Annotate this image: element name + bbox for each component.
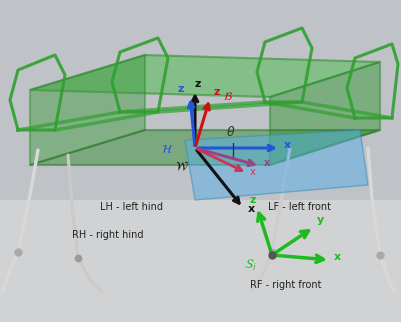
Text: $\mathcal{B}$: $\mathcal{B}$ [223, 90, 233, 102]
Text: z: z [213, 87, 219, 97]
Text: $\mathcal{H}$: $\mathcal{H}$ [161, 143, 173, 156]
Polygon shape [270, 62, 380, 165]
Text: LH - left hind: LH - left hind [100, 202, 163, 212]
Polygon shape [0, 200, 401, 322]
Text: LF - left front: LF - left front [268, 202, 331, 212]
Text: x: x [248, 204, 255, 214]
Text: x: x [250, 167, 256, 177]
Text: x: x [334, 252, 341, 262]
Text: x: x [284, 140, 291, 150]
Text: y: y [317, 215, 324, 225]
Polygon shape [30, 130, 380, 165]
Text: $\mathcal{S}_i$: $\mathcal{S}_i$ [244, 258, 256, 273]
Polygon shape [30, 55, 380, 97]
Polygon shape [30, 55, 145, 165]
Text: θ: θ [227, 126, 235, 139]
Text: z: z [250, 195, 256, 205]
Text: RH - right hind: RH - right hind [72, 230, 144, 240]
Text: z: z [178, 84, 184, 94]
Text: x: x [264, 158, 270, 168]
Text: RF - right front: RF - right front [250, 280, 322, 290]
Text: z: z [195, 79, 201, 89]
Polygon shape [185, 130, 368, 200]
Text: $\mathcal{W}$: $\mathcal{W}$ [175, 160, 189, 173]
